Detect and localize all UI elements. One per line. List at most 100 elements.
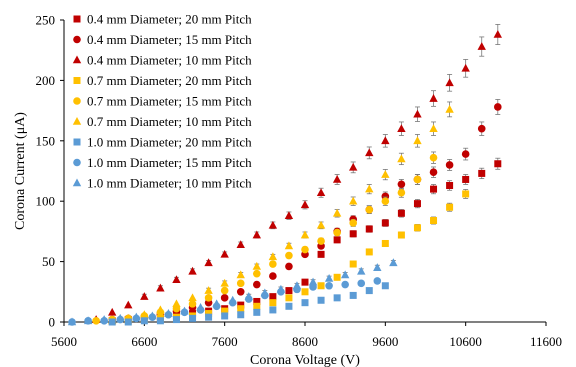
data-point	[430, 217, 438, 225]
data-point	[116, 313, 125, 322]
legend-marker	[73, 97, 81, 105]
legend-label: 0.7 mm Diameter; 15 mm Pitch	[87, 94, 252, 109]
data-point	[365, 287, 373, 295]
data-point	[285, 262, 293, 271]
y-tick-label: 200	[36, 73, 56, 88]
data-point	[188, 293, 197, 302]
data-point	[67, 317, 77, 326]
y-tick-label: 50	[42, 254, 55, 269]
legend-marker	[72, 178, 82, 187]
data-point	[332, 208, 342, 217]
data-point	[205, 313, 213, 321]
data-point	[220, 278, 229, 287]
data-point	[285, 294, 293, 302]
data-point	[124, 300, 133, 309]
x-tick-label: 5600	[51, 334, 77, 349]
data-point	[349, 260, 357, 268]
legend-marker	[73, 138, 81, 146]
data-point	[285, 287, 293, 295]
data-point	[357, 279, 366, 288]
data-point	[446, 203, 454, 211]
series-7	[108, 282, 389, 326]
data-point	[300, 230, 310, 239]
legend-label: 0.7 mm Diameter; 10 mm Pitch	[87, 114, 252, 129]
data-point	[333, 228, 341, 237]
data-point	[381, 219, 389, 227]
y-tick-label: 100	[36, 194, 56, 209]
data-point	[269, 293, 277, 301]
data-point	[413, 136, 422, 145]
data-point	[253, 297, 261, 305]
data-point	[252, 269, 261, 278]
data-point	[357, 266, 366, 275]
data-point	[172, 316, 180, 324]
data-point	[349, 291, 357, 299]
data-point	[260, 288, 270, 297]
data-point	[124, 318, 132, 326]
legend-label: 0.4 mm Diameter; 10 mm Pitch	[87, 53, 252, 68]
data-point	[341, 280, 349, 289]
data-point	[413, 109, 422, 118]
legend: 0.4 mm Diameter; 20 mm Pitch 0.4 mm Diame…	[72, 12, 252, 191]
data-point	[252, 261, 261, 270]
data-point	[324, 274, 334, 282]
series-3	[91, 24, 502, 323]
data-point	[276, 284, 286, 293]
data-point	[252, 280, 261, 289]
data-point	[148, 311, 157, 320]
legend-marker	[73, 15, 81, 23]
data-point	[429, 153, 438, 162]
data-point	[253, 302, 261, 310]
data-point	[317, 250, 325, 258]
data-point	[413, 224, 421, 232]
data-point	[308, 277, 318, 286]
data-point	[301, 278, 309, 286]
data-point	[99, 315, 109, 323]
y-tick-label: 150	[36, 133, 56, 148]
data-point	[373, 277, 382, 285]
legend-marker	[72, 55, 82, 64]
data-point	[228, 295, 237, 304]
data-point	[180, 306, 189, 315]
data-point	[292, 281, 302, 290]
data-point	[301, 245, 309, 254]
data-point	[83, 316, 93, 325]
legend-label: 0.4 mm Diameter; 15 mm Pitch	[87, 32, 252, 47]
data-point	[397, 231, 405, 239]
data-point	[316, 220, 326, 229]
data-point	[212, 299, 221, 308]
y-tick-label: 250	[36, 13, 56, 28]
data-point	[189, 314, 197, 322]
data-point	[285, 251, 293, 260]
data-point	[477, 124, 486, 133]
data-point	[188, 300, 197, 308]
data-point	[413, 175, 422, 184]
data-point	[333, 273, 341, 281]
data-point	[461, 150, 470, 158]
data-point	[493, 29, 502, 38]
data-point	[132, 312, 141, 321]
data-point	[349, 196, 358, 205]
data-point	[397, 154, 406, 163]
data-point	[494, 103, 502, 111]
data-point	[316, 188, 326, 197]
data-point	[236, 279, 245, 288]
x-tick-label: 8600	[292, 334, 318, 349]
data-point	[269, 299, 277, 307]
data-point	[349, 219, 358, 227]
data-point	[365, 225, 373, 233]
data-point	[397, 180, 406, 189]
data-point	[365, 148, 374, 157]
data-point	[397, 124, 406, 133]
y-tick-label: 0	[49, 315, 56, 330]
data-point	[430, 185, 438, 193]
data-point	[244, 292, 253, 300]
x-axis-title: Corona Voltage (V)	[250, 353, 360, 367]
data-point	[373, 263, 382, 271]
data-point	[445, 161, 454, 169]
data-point	[429, 168, 438, 177]
data-point	[156, 305, 165, 314]
legend-marker	[72, 117, 82, 125]
